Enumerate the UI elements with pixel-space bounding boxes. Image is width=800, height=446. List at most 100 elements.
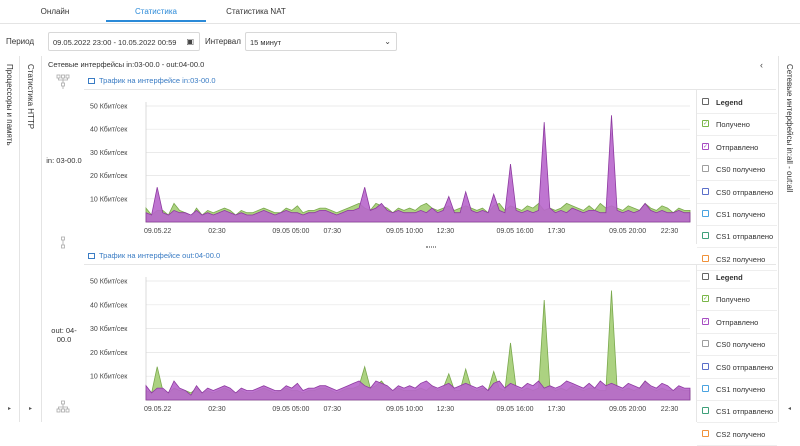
x-tick-label: 09.05 05:00 xyxy=(272,228,309,235)
legend-checkbox[interactable] xyxy=(702,98,709,105)
network-tree-icon xyxy=(56,74,70,90)
x-tick-label: 12:30 xyxy=(437,406,455,413)
tab-bar: Онлайн Статистика Статистика NAT xyxy=(0,0,800,24)
legend-checkbox[interactable]: ✓ xyxy=(702,318,709,325)
legend-label: CS1 отправлено xyxy=(716,232,773,241)
legend-checkbox[interactable] xyxy=(702,210,709,217)
y-tick-label: 30 Кбит/сек xyxy=(90,325,128,333)
y-tick-label: 10 Кбит/сек xyxy=(90,373,128,381)
network-node-icon xyxy=(56,236,70,252)
expand-arrow-icon[interactable]: ▸ xyxy=(8,405,11,412)
expand-arrow-icon[interactable]: ▸ xyxy=(29,405,32,412)
legend-checkbox[interactable] xyxy=(702,407,709,414)
x-tick-label: 09.05 10:00 xyxy=(386,406,423,413)
legend-label: CS2 получено xyxy=(716,430,765,439)
x-tick-label: 02:30 xyxy=(208,228,226,235)
y-tick-label: 20 Кбит/сек xyxy=(90,172,128,180)
x-tick-label: 09.05.22 xyxy=(144,228,171,235)
legend-label: CS1 получено xyxy=(716,210,765,219)
period-value: 09.05.2022 23:00 - 10.05.2022 00:59 xyxy=(53,38,176,47)
tab-statistics-nat[interactable]: Статистика NAT xyxy=(226,7,286,16)
chart-panel-in: Трафик на интерфейсе in:03-00.0 50 Кбит/… xyxy=(84,76,776,244)
network-tree-icon xyxy=(56,400,70,416)
legend-header[interactable]: Legend xyxy=(697,90,777,114)
legend-label: CS1 отправлено xyxy=(716,407,773,416)
sidebar-cpu-memory-label: Процессоры и память xyxy=(5,64,14,146)
series-area-0 xyxy=(146,291,690,401)
period-label: Период xyxy=(6,37,34,46)
legend-checkbox[interactable]: ✓ xyxy=(702,143,709,150)
x-tick-label: 12:30 xyxy=(437,228,455,235)
legend-item[interactable]: ✓Получено xyxy=(697,112,777,136)
section-title: Сетевые интерфейсы in:03-00.0 - out:04-0… xyxy=(48,60,204,69)
chart-title-in[interactable]: Трафик на интерфейсе in:03-00.0 xyxy=(88,76,216,85)
y-tick-label: 10 Кбит/сек xyxy=(90,195,128,203)
period-input[interactable]: 09.05.2022 23:00 - 10.05.2022 00:59 ▣ xyxy=(48,32,200,51)
series-area-1 xyxy=(146,115,690,222)
interval-select[interactable]: 15 минут ⌄ xyxy=(245,32,397,51)
x-tick-label: 09.05 20:00 xyxy=(609,228,646,235)
legend-checkbox[interactable] xyxy=(702,340,709,347)
legend-label: Отправлено xyxy=(716,318,758,327)
x-tick-label: 22:30 xyxy=(661,406,679,413)
legend-checkbox[interactable]: ✓ xyxy=(702,295,709,302)
sidebar-net-interfaces-all[interactable]: Сетевые интерфейсы in:all - out:all ◂ xyxy=(778,56,800,422)
tab-online[interactable]: Онлайн xyxy=(40,7,70,16)
legend-label: Получено xyxy=(716,295,750,304)
legend-label: CS1 получено xyxy=(716,385,765,394)
chart-panel-out: Трафик на интерфейсе out:04-00.0 50 Кбит… xyxy=(84,251,776,422)
legend-checkbox[interactable] xyxy=(702,430,709,437)
legend-checkbox[interactable] xyxy=(702,188,709,195)
chart-icon xyxy=(88,253,95,259)
legend-checkbox[interactable] xyxy=(702,273,709,280)
x-tick-label: 09.05 05:00 xyxy=(272,406,309,413)
active-tab-indicator xyxy=(106,20,206,22)
legend-checkbox[interactable] xyxy=(702,385,709,392)
sidebar-net-interfaces-all-label: Сетевые интерфейсы in:all - out:all xyxy=(785,64,794,192)
legend-item[interactable]: CS1 получено xyxy=(697,202,777,226)
legend-item[interactable]: CS0 получено xyxy=(697,157,777,181)
sidebar-cpu-memory[interactable]: Процессоры и память ▸ xyxy=(0,56,20,422)
sidebar-http-stats[interactable]: Статистика HTTP ▸ xyxy=(20,56,42,422)
expand-arrow-icon[interactable]: ◂ xyxy=(788,405,791,412)
legend-item[interactable]: CS0 отправлено xyxy=(697,180,777,204)
tab-statistics[interactable]: Статистика xyxy=(106,7,206,16)
legend-checkbox[interactable]: ✓ xyxy=(702,120,709,127)
legend-checkbox[interactable] xyxy=(702,363,709,370)
x-tick-label: 17:30 xyxy=(548,406,566,413)
chart-title-out[interactable]: Трафик на интерфейсе out:04-00.0 xyxy=(88,251,220,260)
legend-checkbox[interactable] xyxy=(702,232,709,239)
legend-checkbox[interactable] xyxy=(702,165,709,172)
legend-label: CS0 получено xyxy=(716,340,765,349)
x-tick-label: 17:30 xyxy=(548,228,566,235)
legend-item[interactable]: CS2 получено xyxy=(697,422,777,446)
chevron-down-icon: ⌄ xyxy=(384,37,391,46)
interface-out-label: out: 04-00.0 xyxy=(44,326,84,344)
calendar-icon[interactable]: ▣ xyxy=(186,37,194,46)
filter-bar: Период 09.05.2022 23:00 - 10.05.2022 00:… xyxy=(0,32,800,52)
x-tick-label: 02:30 xyxy=(208,406,226,413)
x-tick-label: 09.05 10:00 xyxy=(386,228,423,235)
legend-item[interactable]: ✓ Отправлено xyxy=(697,310,777,334)
collapse-chevron-icon[interactable]: ‹ xyxy=(760,60,763,70)
legend-item[interactable]: CS1 отправлено xyxy=(697,399,777,423)
legend-label: CS0 отправлено xyxy=(716,363,773,372)
sidebar-http-stats-label: Статистика HTTP xyxy=(26,64,35,129)
legend-label: Legend xyxy=(716,273,743,282)
legend-item[interactable]: CS1 получено xyxy=(697,377,777,401)
interval-label: Интервал xyxy=(205,37,241,46)
legend-item[interactable]: CS0 отправлено xyxy=(697,355,777,379)
chart-icon xyxy=(88,78,95,84)
x-tick-label: 09.05 16:00 xyxy=(497,406,534,413)
legend-header[interactable]: Legend xyxy=(697,265,777,289)
y-tick-label: 50 Кбит/сек xyxy=(90,103,128,111)
y-tick-label: 30 Кбит/сек xyxy=(90,149,128,157)
legend-item[interactable]: CS0 получено xyxy=(697,332,777,356)
panel-resize-handle[interactable] xyxy=(84,245,776,249)
legend-item[interactable]: ✓ Получено xyxy=(697,287,777,311)
legend-item[interactable]: ✓Отправлено xyxy=(697,135,777,159)
interface-in-label: in: 03-00.0 xyxy=(44,156,84,165)
